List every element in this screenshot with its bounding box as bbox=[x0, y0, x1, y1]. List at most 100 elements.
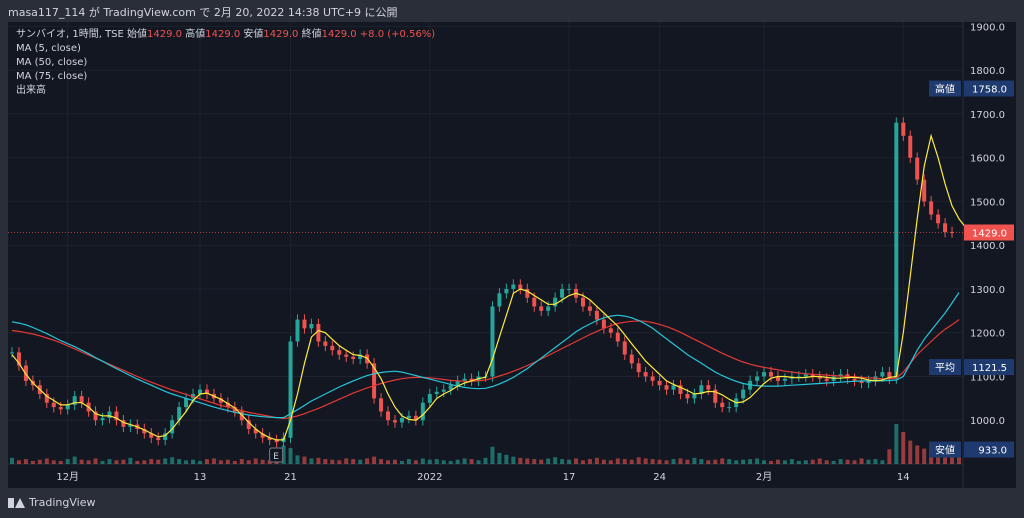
legend-open-label: 始値 bbox=[127, 29, 148, 40]
volume-bar bbox=[734, 460, 739, 464]
volume-bar bbox=[392, 459, 397, 464]
candle-body bbox=[692, 393, 697, 399]
volume-bar bbox=[142, 460, 147, 464]
volume-bar bbox=[838, 459, 843, 464]
volume-bar bbox=[629, 459, 634, 464]
candle-body bbox=[107, 411, 112, 419]
candle-body bbox=[838, 374, 843, 377]
candle-body bbox=[288, 341, 293, 438]
earnings-marker-label: E bbox=[273, 452, 279, 462]
candle-body bbox=[866, 380, 871, 384]
volume-bar bbox=[107, 459, 112, 464]
volume-bar bbox=[866, 459, 871, 464]
legend-ma5[interactable]: MA (5, close) bbox=[16, 43, 81, 54]
legend-ma50[interactable]: MA (50, close) bbox=[16, 57, 88, 68]
candle-body bbox=[775, 376, 780, 381]
volume-bar bbox=[295, 455, 300, 464]
volume-bar bbox=[936, 452, 941, 464]
volume-bar bbox=[177, 459, 182, 464]
candle-body bbox=[114, 411, 119, 421]
volume-bar bbox=[567, 459, 572, 464]
volume-bar bbox=[908, 440, 913, 464]
annotation-value-box bbox=[964, 80, 1014, 97]
volume-bar bbox=[775, 459, 780, 464]
legend-open-value: 1429.0 bbox=[147, 29, 183, 40]
volume-bar bbox=[817, 458, 822, 464]
y-tick-label: 1800.0 bbox=[970, 66, 1005, 77]
volume-bar bbox=[406, 459, 411, 464]
candle-body bbox=[650, 376, 655, 381]
volume-bar bbox=[587, 459, 592, 464]
candle-body bbox=[198, 389, 203, 394]
volume-bar bbox=[873, 459, 878, 464]
volume-bar bbox=[831, 460, 836, 464]
volume-bar bbox=[887, 449, 892, 464]
volume-bar bbox=[10, 457, 14, 464]
volume-bar bbox=[664, 460, 669, 464]
price-chart[interactable]: 1000.0 1100.0 1200.0 1300.0 1400.0 1500.0 1600… bbox=[8, 22, 1016, 488]
volume-bar bbox=[525, 458, 530, 464]
candle-body bbox=[601, 319, 606, 329]
volume-bar bbox=[490, 446, 495, 464]
volume-bar bbox=[79, 459, 84, 464]
volume-bar bbox=[824, 460, 829, 464]
candle-body bbox=[462, 378, 467, 381]
volume-bar bbox=[86, 460, 91, 464]
volume-bar bbox=[845, 459, 850, 464]
candle-body bbox=[685, 393, 690, 399]
candle-body bbox=[246, 420, 251, 429]
volume-bar bbox=[643, 458, 648, 464]
candle-body bbox=[225, 402, 230, 408]
legend-high-label: 高値 bbox=[185, 29, 206, 40]
y-tick-label: 1900.0 bbox=[970, 22, 1005, 33]
volume-bar bbox=[636, 457, 641, 464]
candle-body bbox=[615, 332, 620, 342]
volume-bar bbox=[121, 459, 126, 464]
annotation-value: 1758.0 bbox=[972, 85, 1007, 96]
legend-ma75[interactable]: MA (75, close) bbox=[16, 71, 88, 82]
candle-body bbox=[44, 393, 49, 403]
volume-bar bbox=[692, 457, 697, 464]
candle-body bbox=[163, 433, 168, 440]
candle-body bbox=[316, 323, 321, 342]
volume-bar bbox=[483, 457, 488, 464]
volume-bar bbox=[309, 458, 314, 464]
volume-bar bbox=[748, 459, 753, 464]
volume-bar bbox=[225, 459, 230, 464]
volume-bar bbox=[539, 459, 544, 464]
volume-bar bbox=[852, 460, 857, 464]
annotation-value: 1429.0 bbox=[972, 228, 1007, 239]
candle-body bbox=[803, 374, 808, 377]
volume-bar bbox=[943, 454, 948, 464]
volume-bar bbox=[239, 459, 244, 464]
annotation-value-box bbox=[964, 359, 1014, 376]
x-tick-label: 13 bbox=[194, 472, 207, 483]
legend-change: +8.0 (+0.56%) bbox=[359, 29, 436, 40]
annotation-value-box bbox=[964, 224, 1014, 241]
volume-bar bbox=[650, 459, 655, 464]
candle-body bbox=[379, 398, 384, 412]
candle-body bbox=[532, 297, 537, 307]
volume-bar bbox=[156, 459, 161, 464]
candle-body bbox=[10, 352, 14, 354]
candle-body bbox=[894, 122, 899, 379]
candle-body bbox=[608, 328, 613, 333]
candle-body bbox=[448, 385, 453, 390]
candle-body bbox=[511, 284, 516, 289]
volume-bar bbox=[678, 458, 683, 464]
candle-body bbox=[399, 418, 404, 423]
candle-body bbox=[678, 385, 683, 394]
volume-bar bbox=[379, 459, 384, 464]
volume-bar bbox=[302, 456, 307, 464]
legend-volume[interactable]: 出来高 bbox=[16, 85, 46, 96]
volume-bar bbox=[455, 459, 460, 464]
candle-body bbox=[636, 363, 641, 373]
volume-bar bbox=[260, 459, 265, 464]
candle-body bbox=[657, 380, 662, 386]
chart-area[interactable]: 1000.0 1100.0 1200.0 1300.0 1400.0 1500.0 1600… bbox=[8, 22, 1016, 488]
candle-body bbox=[490, 306, 495, 377]
candle-body bbox=[274, 439, 279, 443]
volume-bar bbox=[546, 458, 551, 464]
candle-body bbox=[671, 385, 676, 390]
